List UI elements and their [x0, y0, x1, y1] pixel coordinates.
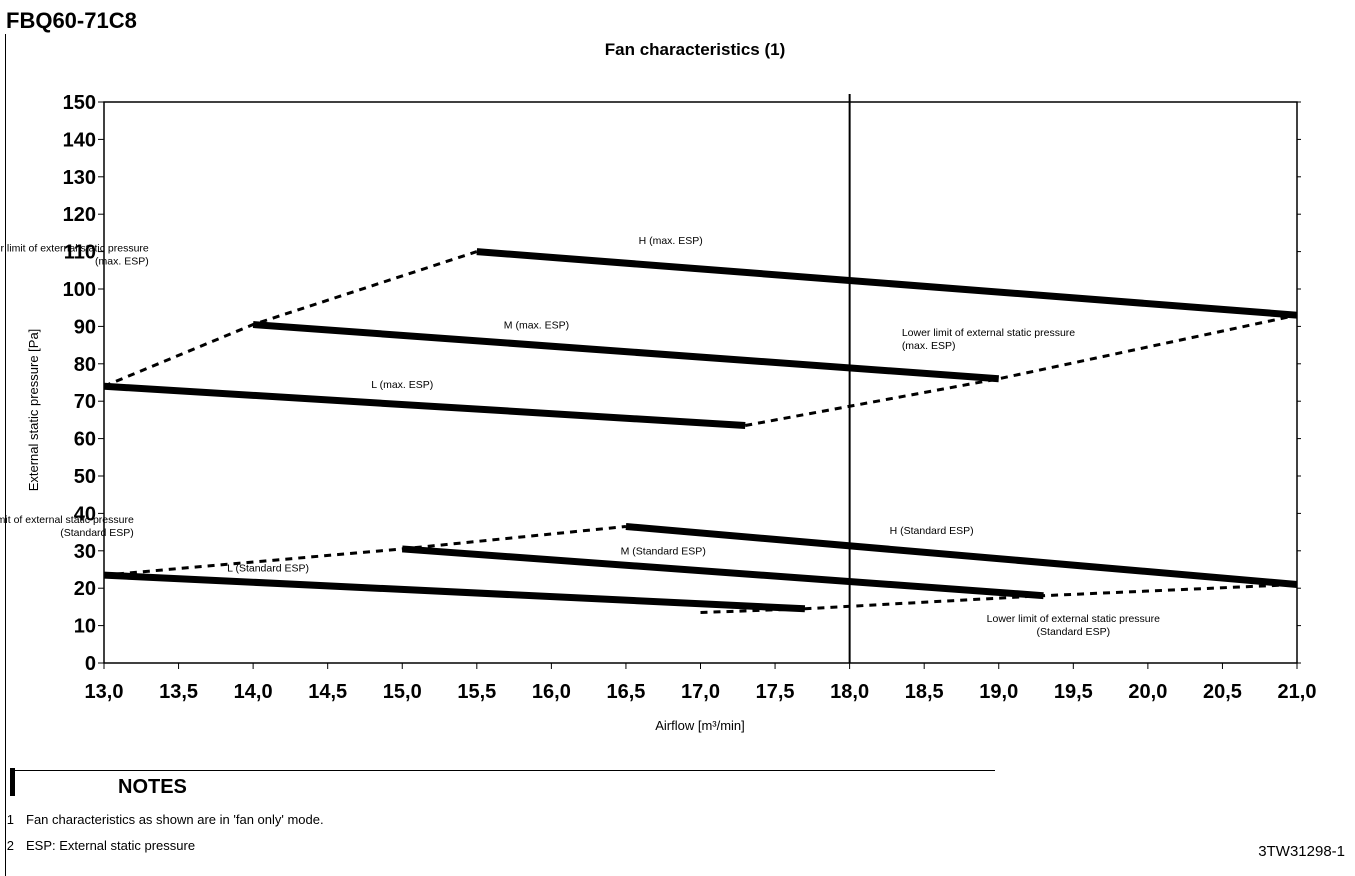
- series-line: [252, 321, 1000, 383]
- x-tick-label: 19,0: [979, 681, 1018, 703]
- x-tick-label: 20,5: [1203, 681, 1242, 703]
- x-tick-label: 17,0: [681, 681, 720, 703]
- y-tick-label: 40: [74, 503, 96, 525]
- chart-annotation: Upper limit of external static pressure(…: [0, 514, 134, 539]
- notes-title: NOTES: [118, 776, 187, 798]
- y-tick-label: 80: [74, 354, 96, 376]
- chart-annotation: M (max. ESP): [504, 319, 569, 331]
- y-axis-label: External static pressure [Pa]: [26, 329, 41, 492]
- chart-annotation: L (max. ESP): [371, 379, 433, 391]
- annotation-line: (Standard ESP): [60, 527, 134, 539]
- chart-annotation: Lower limit of external static pressure(…: [902, 327, 1075, 352]
- series-line: [103, 250, 478, 388]
- y-tick-label: 90: [74, 316, 96, 338]
- x-tick-label: 17,5: [756, 681, 795, 703]
- chart-annotation: Lower limit of external static pressure(…: [987, 613, 1160, 638]
- plot-area: [103, 101, 1298, 664]
- chart-annotation: L (Standard ESP): [227, 562, 309, 574]
- annotation-line: Lower limit of external static pressure: [987, 613, 1160, 625]
- chart-annotation: H (Standard ESP): [890, 525, 974, 537]
- note-text: Fan characteristics as shown are in 'fan…: [26, 812, 324, 827]
- y-tick-label: 140: [63, 129, 96, 151]
- x-tick-label: 14,5: [308, 681, 347, 703]
- annotation-line: (max. ESP): [902, 340, 956, 352]
- x-tick-label: 19,5: [1054, 681, 1093, 703]
- annotation-line: (max. ESP): [95, 256, 149, 268]
- notes-marker: [10, 768, 15, 796]
- note-number: 2: [6, 838, 14, 853]
- note-item: 1 Fan characteristics as shown are in 'f…: [7, 812, 324, 827]
- page-frame-left: [5, 34, 6, 876]
- chart-annotation: M (Standard ESP): [621, 546, 706, 558]
- y-tick-label: 120: [63, 204, 96, 226]
- y-tick-label: 130: [63, 167, 96, 189]
- x-axis-label: Airflow [m³/min]: [655, 718, 745, 733]
- chart-annotation: Upper limit of external static pressure(…: [0, 243, 149, 268]
- model-number: FBQ60-71C8: [6, 8, 137, 33]
- y-tick-label: 0: [85, 653, 96, 675]
- x-tick-label: 14,0: [234, 681, 273, 703]
- x-tick-label: 18,0: [830, 681, 869, 703]
- y-tick-label: 100: [63, 279, 96, 301]
- y-tick-label: 70: [74, 391, 96, 413]
- x-tick-label: 15,0: [383, 681, 422, 703]
- x-tick-label: 21,0: [1278, 681, 1317, 703]
- note-text: ESP: External static pressure: [26, 838, 196, 853]
- x-tick-label: 15,5: [457, 681, 496, 703]
- chart-annotation: H (max. ESP): [639, 235, 703, 247]
- annotation-line: Upper limit of external static pressure: [0, 514, 134, 526]
- y-tick-label: 30: [74, 541, 96, 563]
- series-line: [625, 523, 1298, 588]
- y-tick-label: 110: [64, 242, 96, 264]
- x-tick-label: 18,5: [905, 681, 944, 703]
- y-tick-label: 10: [74, 616, 96, 638]
- series-line: [476, 248, 1298, 319]
- series-line: [700, 582, 1298, 615]
- notes-divider: [10, 770, 995, 771]
- chart-title: Fan characteristics (1): [604, 40, 786, 59]
- annotation-line: (Standard ESP): [1037, 626, 1111, 638]
- x-tick-label: 20,0: [1128, 681, 1167, 703]
- annotation-line: Lower limit of external static pressure: [902, 327, 1075, 339]
- series-line: [103, 524, 627, 577]
- y-tick-label: 150: [63, 92, 96, 114]
- x-tick-label: 16,0: [532, 681, 571, 703]
- series-line: [744, 313, 1298, 427]
- x-tick-label: 13,5: [159, 681, 198, 703]
- series-line: [103, 382, 746, 430]
- series-line: [103, 571, 806, 613]
- series-line: [401, 545, 1044, 600]
- note-item: 2 ESP: External static pressure: [7, 838, 196, 853]
- y-tick-label: 50: [74, 466, 96, 488]
- y-tick-label: 20: [74, 578, 96, 600]
- annotation-line: Upper limit of external static pressure: [0, 243, 149, 255]
- x-tick-label: 13,0: [85, 681, 124, 703]
- x-tick-label: 16,5: [606, 681, 645, 703]
- document-reference: 3TW31298-1: [1258, 843, 1345, 860]
- y-tick-label: 60: [74, 429, 96, 451]
- note-number: 1: [6, 812, 14, 827]
